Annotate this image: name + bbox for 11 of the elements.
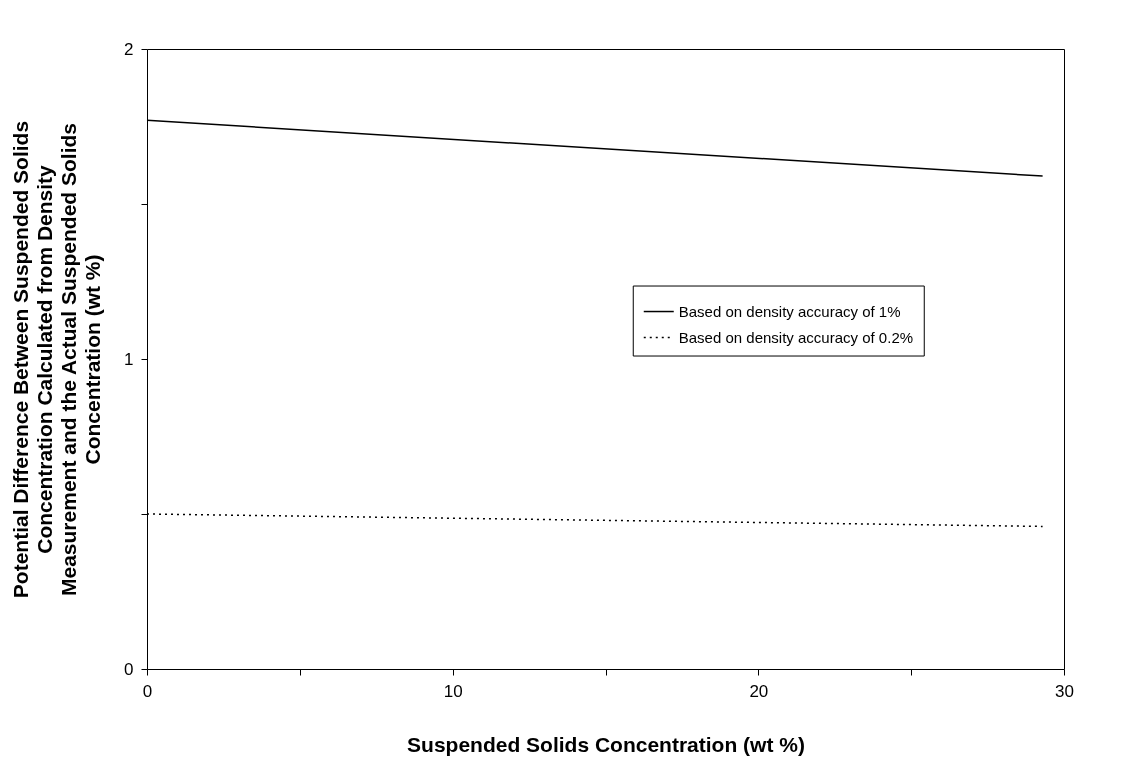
x-axis-title: Suspended Solids Concentration (wt %) xyxy=(407,732,805,756)
x-tick-label: 30 xyxy=(1055,681,1074,701)
y-tick-label: 1 xyxy=(124,349,134,369)
x-tick-label: 10 xyxy=(443,681,463,701)
y-tick-label: 2 xyxy=(124,39,134,59)
y-tick-label: 0 xyxy=(124,659,134,679)
y-axis-title: Potential Difference Between Suspended Solids Concentration Calculated from Density Measurement and the Actual Suspended Solids Concentration (wt %) xyxy=(9,120,105,599)
legend-label: Based on density accuracy of 1% xyxy=(678,302,901,320)
legend-label: Based on density accuracy of 0.2% xyxy=(678,328,914,346)
x-tick-label: 0 xyxy=(142,681,153,701)
x-tick-label: 20 xyxy=(749,681,769,701)
